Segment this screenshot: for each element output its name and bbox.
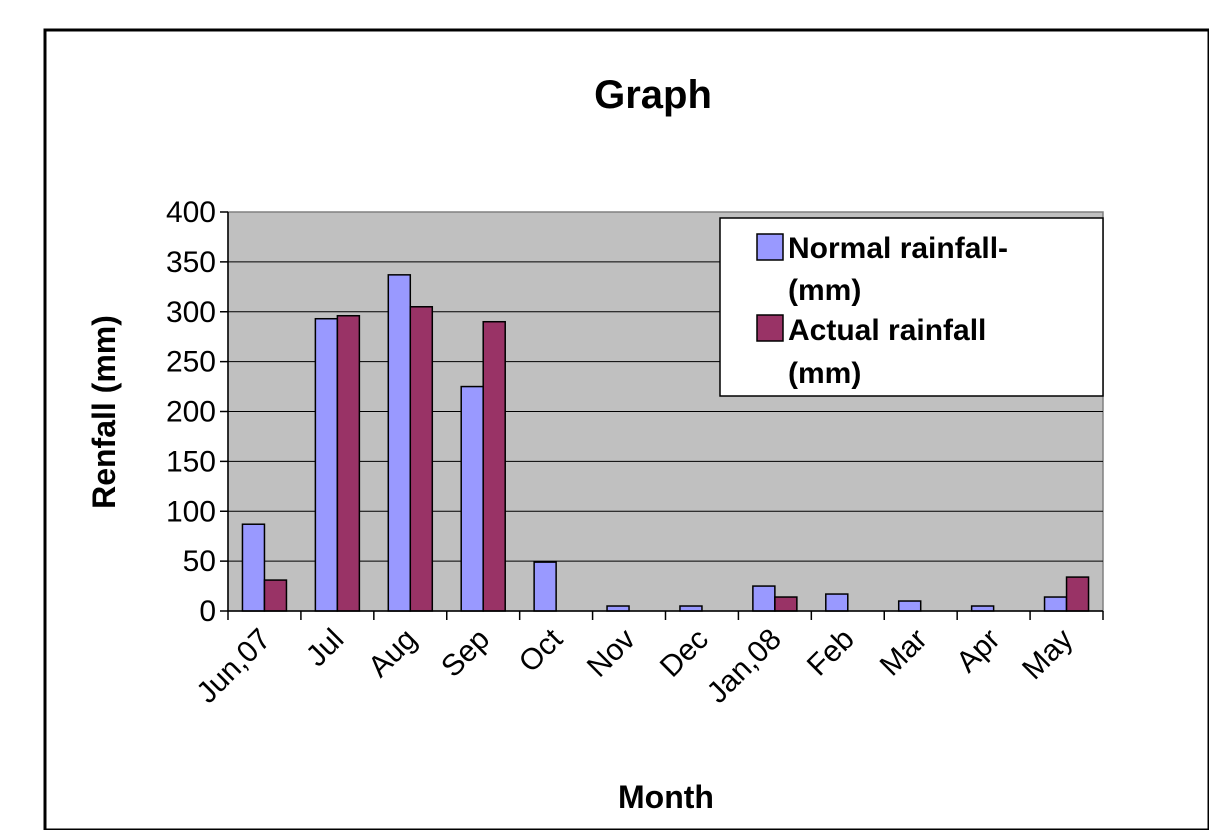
bar-normal-rainfall (460, 385, 484, 612)
legend-label-actual-line2: (mm) (788, 357, 861, 390)
legend-swatch-actual (756, 314, 784, 342)
y-tick-label: 350 (166, 246, 216, 279)
y-tick-label: 0 (199, 595, 216, 628)
bar-normal-rainfall (897, 600, 922, 612)
bar-actual-rainfall (409, 306, 434, 612)
axes (220, 211, 1104, 620)
legend-box (719, 217, 1104, 397)
y-tick-label: 300 (166, 296, 216, 329)
legend-label-normal-line1: Normal rainfall- (788, 232, 1008, 265)
bar-normal-rainfall (533, 561, 557, 612)
y-axis-title: Renfall (mm) (86, 315, 122, 509)
legend-label-actual-line1: Actual rainfall (788, 314, 986, 347)
bar-normal-rainfall (241, 523, 266, 612)
bar-actual-rainfall (774, 596, 798, 612)
y-tick-label: 100 (166, 495, 216, 528)
x-axis-title: Month (618, 779, 714, 815)
y-tick-label: 50 (183, 545, 216, 578)
chart-title: Graph (594, 73, 712, 117)
y-tick-label: 400 (166, 196, 216, 229)
legend-label-normal-line2: (mm) (788, 274, 861, 307)
bar-actual-rainfall (482, 320, 506, 612)
bar-actual-rainfall (1065, 576, 1090, 612)
bar-normal-rainfall (387, 274, 412, 612)
y-tick-label: 250 (166, 346, 216, 379)
bar-actual-rainfall (263, 579, 288, 612)
y-tick-label: 200 (166, 396, 216, 429)
legend: Normal rainfall- (mm) Actual rainfall (m… (719, 217, 1104, 397)
bar-normal-rainfall (1043, 596, 1068, 612)
bar-normal-rainfall (752, 585, 776, 612)
y-tick-label: 150 (166, 445, 216, 478)
bar-normal-rainfall (314, 317, 339, 612)
y-tick-labels: 0 50 100 150 200 250 300 350 400 (166, 196, 216, 628)
bar-actual-rainfall (336, 314, 361, 612)
bar-normal-rainfall (825, 593, 849, 612)
legend-swatch-normal (756, 233, 784, 261)
